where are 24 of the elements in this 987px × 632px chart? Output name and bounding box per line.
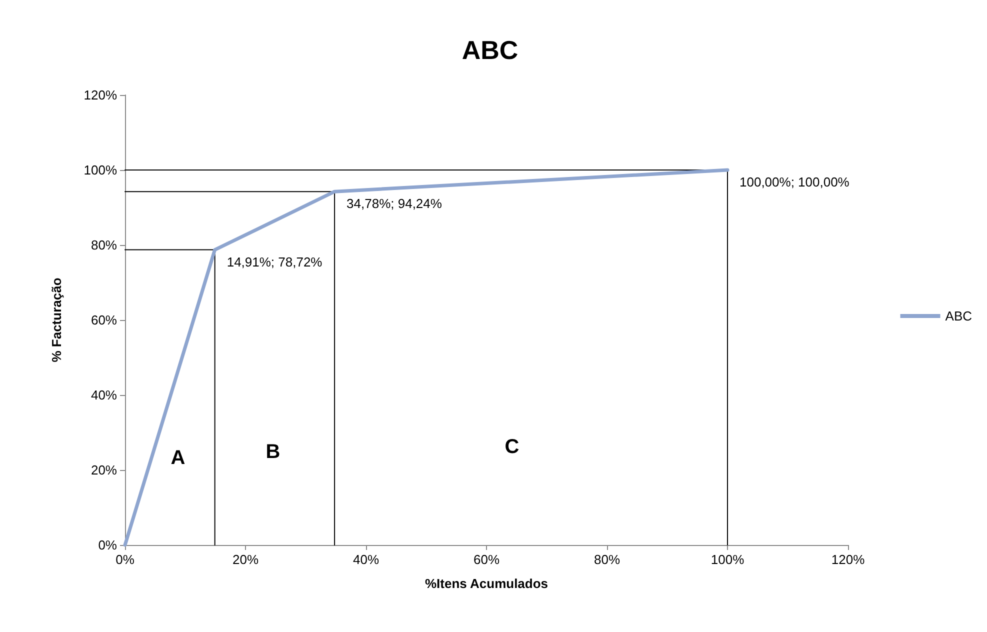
annotation: C <box>504 436 520 458</box>
x-tick-label: 100% <box>710 552 745 567</box>
y-axis-title: % Facturação <box>49 278 64 362</box>
x-tick-label: 120% <box>831 552 866 567</box>
x-tick-label: 80% <box>594 552 620 567</box>
y-tick-label: 120% <box>84 88 118 102</box>
x-axis-title: %Itens Acumulados <box>424 576 548 591</box>
y-tick-label: 80% <box>90 238 118 252</box>
x-tick-label: 0% <box>116 552 135 567</box>
x-tick-label: 40% <box>352 552 380 567</box>
y-tick-label: 100% <box>84 162 118 178</box>
x-tick-label: 20% <box>232 552 259 567</box>
x-tick-label: 60% <box>473 552 500 567</box>
data-label: 14,91%; 78,72% <box>226 254 323 270</box>
data-label: 100,00%; 100,00% <box>740 174 850 190</box>
y-tick-label: 60% <box>90 312 118 328</box>
y-tick-label: 40% <box>90 388 118 402</box>
chart-title: ABC <box>462 35 518 65</box>
annotation: B <box>266 441 280 463</box>
y-tick-label: 20% <box>90 462 118 478</box>
annotation: A <box>170 447 186 469</box>
y-tick-label: 0% <box>98 538 118 552</box>
data-label: 34,78%; 94,24% <box>346 196 442 212</box>
legend-label: ABC <box>945 308 972 324</box>
